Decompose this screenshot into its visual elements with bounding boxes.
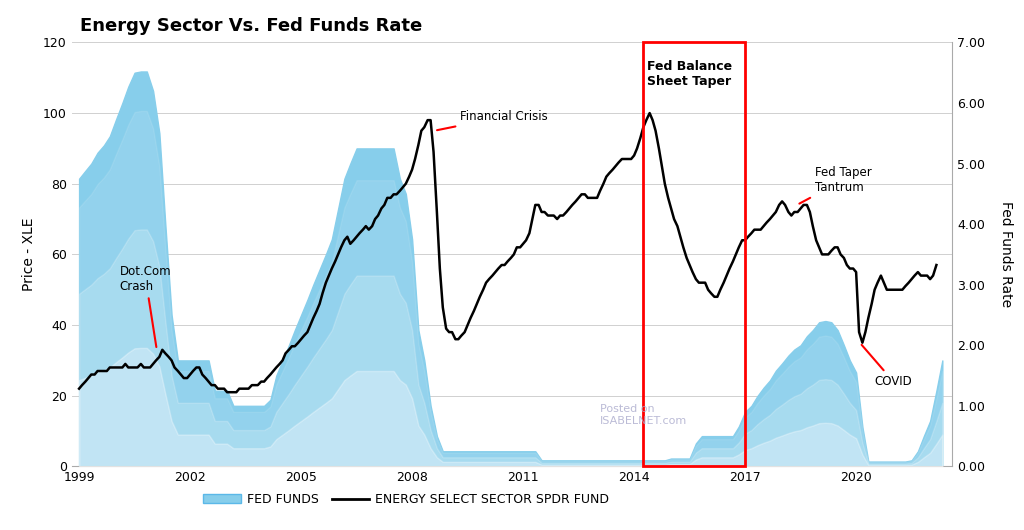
Text: Posted on
ISABELNET.com: Posted on ISABELNET.com: [600, 404, 687, 426]
Y-axis label: Fed Funds Rate: Fed Funds Rate: [999, 201, 1013, 307]
Text: COVID: COVID: [861, 345, 912, 388]
Text: Energy Sector Vs. Fed Funds Rate: Energy Sector Vs. Fed Funds Rate: [81, 17, 423, 36]
Text: Financial Crisis: Financial Crisis: [437, 110, 548, 130]
Text: Fed Taper
Tantrum: Fed Taper Tantrum: [800, 166, 872, 204]
Y-axis label: Price - XLE: Price - XLE: [22, 218, 36, 291]
Text: Dot.Com
Crash: Dot.Com Crash: [120, 264, 171, 347]
Bar: [643, 42, 745, 466]
Text: Fed Balance
Sheet Taper: Fed Balance Sheet Taper: [647, 60, 732, 88]
Legend: FED FUNDS, ENERGY SELECT SECTOR SPDR FUND: FED FUNDS, ENERGY SELECT SECTOR SPDR FUN…: [199, 488, 614, 511]
